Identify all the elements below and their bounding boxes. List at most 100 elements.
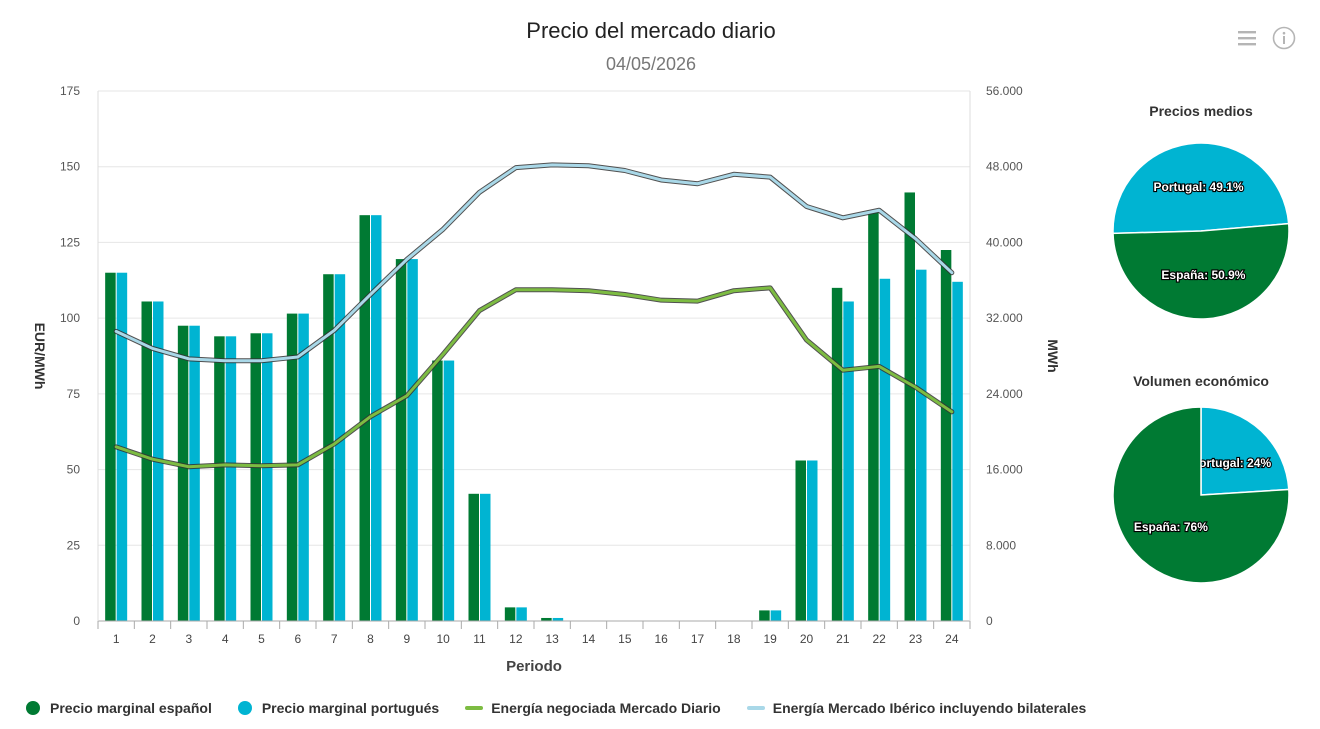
x-tick-label: 11: [473, 632, 486, 646]
legend-item-precio-portugues[interactable]: Precio marginal portugués: [237, 700, 440, 716]
line-energia-mercado-diario: [114, 286, 954, 469]
bar-portugues: [298, 313, 309, 621]
bar-espanol: [868, 212, 879, 621]
y-tick-label: 0: [73, 614, 80, 628]
pie-label: Portugal: 24%: [1191, 456, 1271, 470]
bar-portugues: [371, 215, 382, 621]
x-tick-label: 6: [294, 632, 301, 646]
x-tick-label: 21: [836, 632, 850, 646]
bar-espanol: [214, 336, 225, 621]
y-axis-title: EUR/MWh: [32, 323, 48, 390]
bar-portugues: [516, 607, 527, 621]
x-tick-label: 15: [618, 632, 632, 646]
bar-portugues: [443, 360, 455, 621]
y-tick-label: 100: [60, 311, 80, 325]
x-tick-label: 5: [258, 632, 265, 646]
y2-tick-label: 16.000: [986, 463, 1023, 477]
pie-slice-espana: [1112, 222, 1290, 320]
x-tick-label: 20: [800, 632, 814, 646]
x-tick-label: 12: [509, 632, 523, 646]
chart-subtitle: 04/05/2026: [605, 54, 697, 74]
legend-item-energia-iberico[interactable]: Energía Mercado Ibérico incluyendo bilat…: [746, 700, 1087, 716]
y2-tick-label: 0: [986, 614, 993, 628]
info-icon[interactable]: [1272, 26, 1296, 50]
legend-dot-icon: [237, 701, 252, 715]
y-tick-label: 175: [60, 84, 80, 98]
x-tick-label: 14: [582, 632, 596, 646]
x-tick-label: 3: [185, 632, 192, 646]
bar-portugues: [262, 333, 273, 621]
x-tick-label: 1: [113, 632, 120, 646]
bar-portugues: [770, 610, 782, 621]
pie-slice-portugal: [1112, 142, 1290, 235]
bar-portugues: [916, 269, 927, 621]
legend-label: Energía negociada Mercado Diario: [491, 700, 721, 716]
bar-portugues: [843, 301, 854, 621]
legend-label: Precio marginal español: [50, 700, 212, 716]
y2-axis-title: MWh: [1045, 339, 1061, 372]
bar-espanol: [831, 287, 843, 621]
x-tick-label: 22: [872, 632, 886, 646]
bar-espanol: [177, 325, 189, 621]
x-tick-label: 7: [331, 632, 338, 646]
bar-portugues: [552, 617, 564, 621]
bar-portugues: [952, 281, 963, 621]
pie-slice-portugal: [1200, 406, 1290, 496]
x-tick-label: 2: [149, 632, 156, 646]
pie-label: España: 76%: [1134, 520, 1208, 534]
x-tick-label: 19: [763, 632, 777, 646]
line-energia-iberico-shadow: [113, 162, 955, 364]
bar-espanol: [250, 333, 261, 621]
x-tick-label: 18: [727, 632, 741, 646]
chart-area: 025507510012515017508.00016.00024.00032.…: [32, 84, 1290, 675]
bar-espanol: [432, 360, 443, 621]
bar-portugues: [189, 325, 200, 621]
x-tick-label: 13: [545, 632, 559, 646]
bar-espanol: [395, 259, 407, 621]
legend: Precio marginal español Precio marginal …: [26, 700, 1112, 716]
y2-tick-label: 8.000: [986, 538, 1016, 552]
pie-label: España: 50.9%: [1161, 268, 1245, 282]
bar-espanol: [141, 301, 152, 621]
y2-tick-label: 24.000: [986, 387, 1023, 401]
x-tick-label: 17: [691, 632, 705, 646]
legend-label: Precio marginal portugués: [261, 700, 440, 716]
bar-portugues: [225, 336, 237, 621]
x-axis-title: Periodo: [506, 658, 562, 675]
y2-tick-label: 32.000: [986, 311, 1023, 325]
bar-portugues: [807, 460, 818, 621]
line-energia-mercado-diario-shadow: [113, 285, 955, 470]
x-tick-label: 10: [436, 632, 450, 646]
y-tick-label: 125: [60, 235, 80, 249]
bar-portugues: [879, 278, 891, 621]
bar-espanol: [904, 192, 915, 621]
legend-label: Energía Mercado Ibérico incluyendo bilat…: [772, 700, 1087, 716]
bar-espanol: [940, 250, 952, 621]
pie-label: Portugal: 49.1%: [1154, 180, 1244, 194]
legend-item-precio-espanol[interactable]: Precio marginal español: [26, 700, 212, 716]
bar-espanol: [541, 617, 552, 621]
pie-title: Precios medios: [1149, 103, 1253, 119]
y-tick-label: 25: [67, 538, 81, 552]
y2-tick-label: 48.000: [986, 160, 1023, 174]
bar-espanol: [504, 607, 516, 621]
legend-item-energia-mercado-diario[interactable]: Energía negociada Mercado Diario: [465, 700, 721, 716]
x-tick-label: 9: [403, 632, 410, 646]
menu-icon[interactable]: [1236, 28, 1258, 48]
pie-slice-espana: [1112, 406, 1290, 584]
x-tick-label: 24: [945, 632, 959, 646]
line-energia-iberico: [114, 163, 954, 363]
bar-portugues: [480, 493, 491, 621]
x-tick-label: 16: [654, 632, 668, 646]
chart-title: Precio del mercado diario: [526, 18, 776, 43]
bar-portugues: [407, 259, 418, 621]
y-tick-label: 75: [67, 387, 81, 401]
bar-espanol: [105, 272, 116, 621]
x-tick-label: 8: [367, 632, 374, 646]
pie-title: Volumen económico: [1133, 373, 1269, 389]
y-tick-label: 50: [67, 463, 81, 477]
legend-line-icon: [746, 706, 765, 710]
y2-tick-label: 40.000: [986, 235, 1023, 249]
bar-espanol: [795, 460, 806, 621]
legend-dot-icon: [26, 701, 40, 715]
